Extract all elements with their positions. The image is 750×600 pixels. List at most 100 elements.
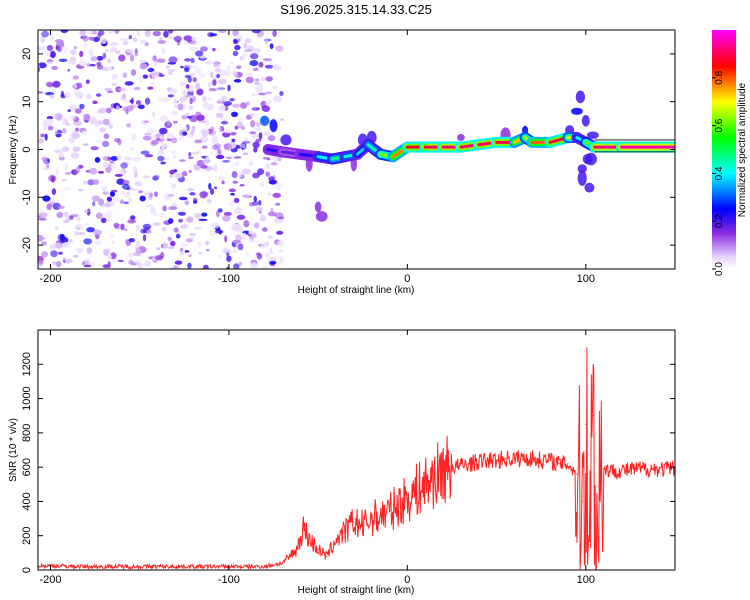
noise-speck <box>142 234 147 242</box>
noise-speck <box>254 81 260 86</box>
snr-background <box>38 330 675 570</box>
noise-speck <box>190 233 195 239</box>
noise-speck <box>179 250 185 256</box>
x-tick: 100 <box>577 30 595 285</box>
noise-speck <box>265 76 273 82</box>
noise-speck <box>92 200 96 207</box>
y-tick: 400 <box>21 492 675 511</box>
noise-speck <box>182 131 188 136</box>
snr-point <box>592 415 594 417</box>
noise-speck <box>168 206 178 211</box>
noise-speck <box>61 46 69 53</box>
noise-speck <box>201 129 209 137</box>
noise-speck <box>110 42 119 46</box>
noise-speck <box>154 255 163 261</box>
noise-speck <box>196 88 204 96</box>
snr-point <box>303 526 305 528</box>
snr-point <box>264 566 266 568</box>
noise-speck <box>233 71 239 78</box>
noise-speck <box>110 191 115 197</box>
noise-speck <box>268 176 275 181</box>
noise-speck <box>236 121 243 129</box>
noise-speck <box>85 79 90 84</box>
snr-x-label: Height of straight line (km) <box>298 585 415 596</box>
noise-speck <box>192 151 200 155</box>
spectral-blob <box>457 133 465 142</box>
snr-point <box>585 423 587 425</box>
noise-speck <box>77 232 86 235</box>
noise-speck <box>89 167 98 175</box>
noise-speck <box>120 223 125 231</box>
noise-speck <box>212 79 217 86</box>
snr-point <box>296 548 298 551</box>
noise-speck <box>70 152 80 159</box>
noise-speck <box>98 30 105 36</box>
noise-speck <box>51 188 57 196</box>
noise-speck <box>120 191 127 196</box>
noise-speck <box>274 218 283 224</box>
noise-speck <box>205 248 210 252</box>
noise-speck <box>57 233 66 241</box>
colorbar-tick-label: 0.4 <box>714 166 725 180</box>
noise-speck <box>258 92 267 96</box>
noise-speck <box>242 145 247 150</box>
snr-point <box>344 531 346 533</box>
noise-speck <box>82 143 89 146</box>
noise-speck <box>182 208 186 213</box>
snr-point <box>362 524 364 527</box>
noise-speck <box>229 98 235 102</box>
snr-point <box>595 535 598 537</box>
noise-speck <box>162 205 167 212</box>
noise-speck <box>82 180 88 185</box>
noise-speck <box>223 101 233 106</box>
y-tick-label: 10 <box>21 96 33 108</box>
noise-speck <box>210 71 214 79</box>
noise-speck <box>177 103 184 111</box>
noise-speck <box>250 120 256 128</box>
noise-speck <box>221 180 225 185</box>
y-tick-label: 200 <box>21 527 33 545</box>
noise-speck <box>178 218 184 223</box>
noise-speck <box>231 138 236 143</box>
noise-speck <box>236 65 242 69</box>
noise-speck <box>127 197 132 203</box>
noise-speck <box>168 71 173 75</box>
noise-speck <box>63 91 71 98</box>
noise-speck <box>260 181 265 188</box>
noise-speck <box>277 216 285 220</box>
noise-speck <box>230 192 235 196</box>
colorbar-tick-label: 0.0 <box>714 262 725 276</box>
noise-speck <box>184 58 192 62</box>
noise-speck <box>170 240 176 247</box>
noise-speck <box>142 74 149 79</box>
noise-speck <box>185 112 190 116</box>
noise-speck <box>185 238 194 243</box>
noise-speck <box>86 63 91 67</box>
noise-speck <box>71 132 80 140</box>
noise-speck <box>206 199 212 204</box>
noise-speck <box>218 175 225 182</box>
noise-speck <box>252 141 260 149</box>
noise-speck <box>90 120 98 125</box>
noise-speck <box>206 60 213 65</box>
noise-speck <box>247 139 254 145</box>
noise-speck <box>126 191 130 196</box>
noise-speck <box>136 240 140 246</box>
noise-speck <box>267 135 276 142</box>
noise-speck <box>179 81 186 87</box>
noise-speck <box>40 133 45 138</box>
noise-speck <box>42 195 51 202</box>
noise-speck <box>73 169 77 176</box>
noise-speck <box>253 147 258 153</box>
noise-speck <box>218 78 227 85</box>
noise-speck <box>216 154 225 160</box>
noise-speck <box>140 228 146 234</box>
snr-point <box>513 458 516 460</box>
noise-speck <box>184 252 193 256</box>
noise-speck <box>140 150 150 155</box>
noise-speck <box>74 83 78 89</box>
noise-speck <box>239 55 244 61</box>
noise-speck <box>67 69 71 72</box>
noise-speck <box>166 133 175 139</box>
y-tick: 0 <box>21 146 675 153</box>
